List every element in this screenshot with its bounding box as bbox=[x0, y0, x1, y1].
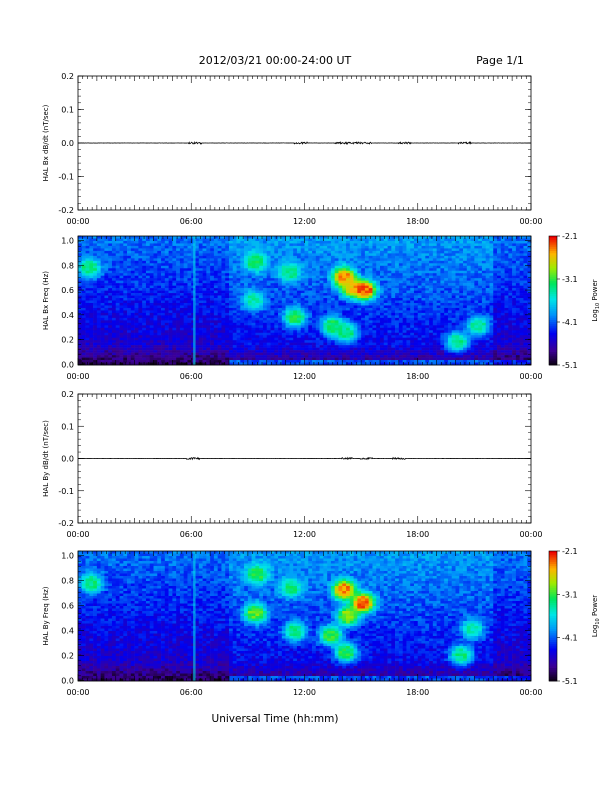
y-tick-label: 0.1 bbox=[61, 422, 74, 431]
y-tick-label: 1.0 bbox=[61, 237, 74, 246]
x-tick-label: 06:00 bbox=[180, 688, 203, 697]
colorbar-tick-label: -3.1 bbox=[562, 590, 578, 599]
x-tick-label: 12:00 bbox=[293, 372, 316, 381]
y-tick-label: 0.4 bbox=[61, 311, 74, 320]
y-tick-label: 0.8 bbox=[61, 577, 74, 586]
colorbar-tick-label: -5.1 bbox=[562, 361, 578, 370]
streak-0600 bbox=[193, 236, 196, 365]
y-axis-label: HAL By dB/dt (nT/sec) bbox=[42, 420, 50, 497]
x-tick-label: 06:00 bbox=[180, 372, 203, 381]
x-tick-label: 18:00 bbox=[406, 372, 429, 381]
x-tick-label: 18:00 bbox=[406, 688, 429, 697]
page-number: Page 1/1 bbox=[476, 54, 524, 67]
dbdt-trace bbox=[77, 141, 532, 145]
spectrogram-cells bbox=[78, 236, 532, 366]
panel-3: 0.2 0.1 0.0 -0.1 -0.2 00:00 06:00 12:00 18:00 00:… bbox=[42, 390, 543, 539]
x-tick-label: 18:00 bbox=[406, 530, 429, 539]
colorbar: -2.1 -3.1 -4.1 -5.1 Log10 Power bbox=[548, 547, 601, 686]
x-tick-label: 00:00 bbox=[66, 372, 89, 381]
y-axis-label: HAL By Freq (Hz) bbox=[42, 586, 50, 645]
spectrogram-cells bbox=[78, 551, 532, 682]
y-axis-label: HAL Bx Freq (Hz) bbox=[42, 271, 50, 330]
x-axis-label: Universal Time (hh:mm) bbox=[212, 713, 339, 725]
streak-0600 bbox=[193, 551, 196, 681]
dbdt-trace bbox=[77, 456, 532, 461]
y-tick-label: 0.1 bbox=[61, 106, 74, 115]
y-tick-label: -0.1 bbox=[58, 487, 74, 496]
panel-1: 0.2 0.1 0.0 -0.1 -0.2 00:00 06:00 12:00 18:00 00:… bbox=[42, 72, 543, 226]
x-tick-label: 00:00 bbox=[519, 530, 542, 539]
x-tick-label: 00:00 bbox=[519, 372, 542, 381]
colorbar-label: Log10 Power bbox=[591, 279, 601, 321]
y-tick-label: 0.4 bbox=[61, 626, 74, 635]
x-tick-label: 06:00 bbox=[180, 217, 203, 226]
y-tick-label: 0.2 bbox=[61, 336, 74, 345]
colorbar: -2.1 -3.1 -4.1 -5.1 Log10 Power bbox=[548, 232, 601, 370]
colorbar-tick-label: -4.1 bbox=[562, 634, 578, 643]
x-tick-label: 00:00 bbox=[519, 688, 542, 697]
x-tick-label: 06:00 bbox=[180, 530, 203, 539]
x-tick-label: 00:00 bbox=[519, 217, 542, 226]
panel-2: 1.0 0.8 0.6 0.4 0.2 0.0 00:00 06:00 12:00 18:00 00… bbox=[42, 232, 601, 381]
x-tick-label: 00:00 bbox=[66, 217, 89, 226]
colorbar-tick-label: -4.1 bbox=[562, 318, 578, 327]
x-tick-label: 12:00 bbox=[293, 688, 316, 697]
colorbar-tick-label: -5.1 bbox=[562, 677, 578, 686]
y-tick-label: 0.0 bbox=[61, 455, 74, 464]
x-tick-label: 12:00 bbox=[293, 530, 316, 539]
x-tick-label: 00:00 bbox=[66, 688, 89, 697]
y-tick-label: 0.2 bbox=[61, 651, 74, 660]
y-tick-label: -0.2 bbox=[58, 519, 74, 528]
colorbar-tick-label: -2.1 bbox=[562, 547, 578, 556]
y-tick-label: 0.6 bbox=[61, 601, 74, 610]
y-tick-label: 0.0 bbox=[61, 139, 74, 148]
colorbar-tick-label: -3.1 bbox=[562, 275, 578, 284]
y-tick-label: 0.2 bbox=[61, 390, 74, 399]
y-tick-label: 0.6 bbox=[61, 286, 74, 295]
y-tick-label: 1.0 bbox=[61, 552, 74, 561]
date-range-title: 2012/03/21 00:00-24:00 UT bbox=[199, 54, 352, 67]
y-tick-label: -0.2 bbox=[58, 206, 74, 215]
colorbar-tick-label: -2.1 bbox=[562, 232, 578, 241]
y-tick-label: 0.0 bbox=[61, 360, 74, 369]
x-tick-label: 18:00 bbox=[406, 217, 429, 226]
x-tick-label: 00:00 bbox=[66, 530, 89, 539]
panel-4: 1.0 0.8 0.6 0.4 0.2 0.0 00:00 06:00 12:00 18:00 00… bbox=[42, 547, 601, 697]
y-tick-label: 0.8 bbox=[61, 261, 74, 270]
x-tick-label: 12:00 bbox=[293, 217, 316, 226]
y-axis-label: HAL Bx dB/dt (nT/sec) bbox=[42, 104, 50, 181]
colorbar-label: Log10 Power bbox=[591, 595, 601, 637]
y-tick-label: 0.2 bbox=[61, 72, 74, 81]
y-tick-label: -0.1 bbox=[58, 173, 74, 182]
y-tick-label: 0.0 bbox=[61, 676, 74, 685]
